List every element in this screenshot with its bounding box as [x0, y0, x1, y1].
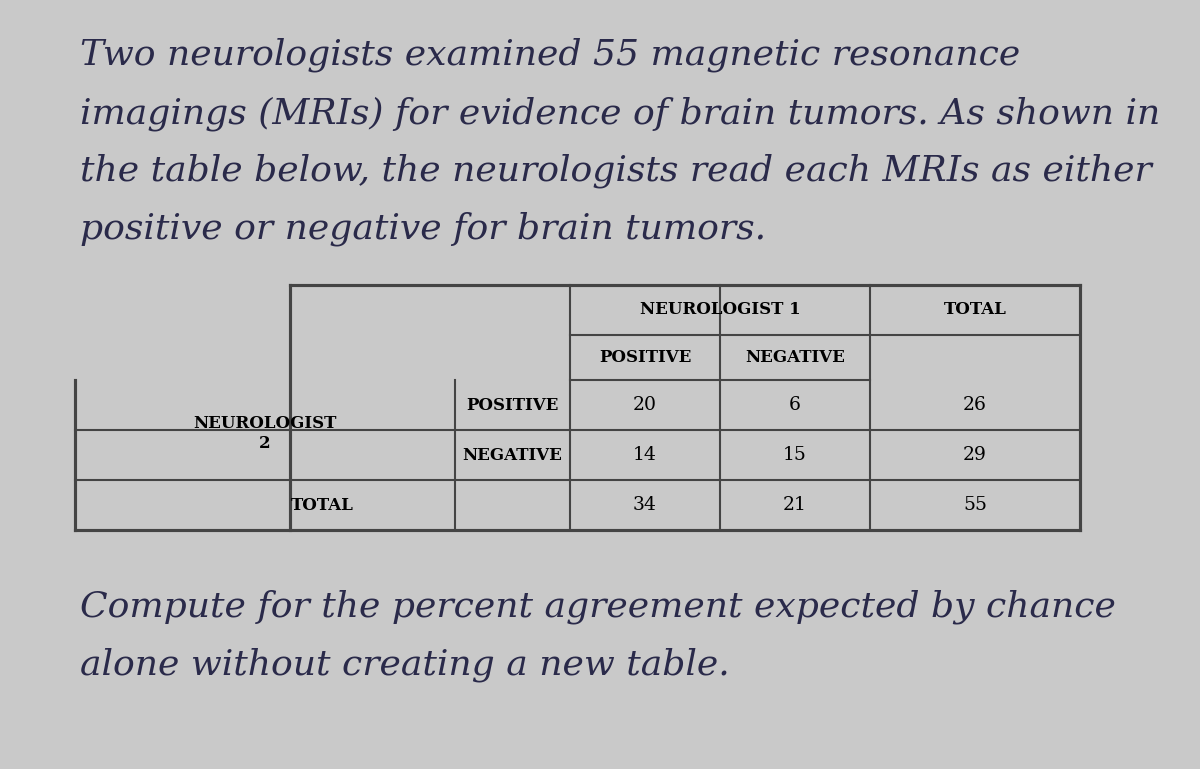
Text: positive or negative for brain tumors.: positive or negative for brain tumors.	[80, 212, 766, 247]
Text: 6: 6	[790, 396, 800, 414]
Text: 14: 14	[634, 446, 656, 464]
Text: 2: 2	[259, 435, 271, 452]
Text: Two neurologists examined 55 magnetic resonance: Two neurologists examined 55 magnetic re…	[80, 38, 1020, 72]
Text: alone without creating a new table.: alone without creating a new table.	[80, 648, 730, 683]
Text: TOTAL: TOTAL	[943, 301, 1007, 318]
Text: TOTAL: TOTAL	[292, 497, 354, 514]
Text: POSITIVE: POSITIVE	[599, 349, 691, 366]
Text: Compute for the percent agreement expected by chance: Compute for the percent agreement expect…	[80, 590, 1116, 624]
Text: 21: 21	[784, 496, 806, 514]
Text: POSITIVE: POSITIVE	[467, 397, 559, 414]
Text: 15: 15	[784, 446, 806, 464]
Text: 29: 29	[964, 446, 986, 464]
Text: NEGATIVE: NEGATIVE	[462, 447, 563, 464]
Text: 34: 34	[634, 496, 656, 514]
Text: 20: 20	[634, 396, 658, 414]
Text: NEGATIVE: NEGATIVE	[745, 349, 845, 366]
Text: NEUROLOGIST 1: NEUROLOGIST 1	[640, 301, 800, 318]
Text: NEUROLOGIST: NEUROLOGIST	[193, 415, 337, 432]
Text: 55: 55	[964, 496, 986, 514]
Bar	[74, 380, 290, 480]
Text: 26: 26	[964, 396, 986, 414]
Text: the table below, the neurologists read each MRIs as either: the table below, the neurologists read e…	[80, 154, 1152, 188]
Bar	[290, 285, 1080, 530]
Text: imagings (MRIs) for evidence of brain tumors. As shown in: imagings (MRIs) for evidence of brain tu…	[80, 96, 1160, 131]
